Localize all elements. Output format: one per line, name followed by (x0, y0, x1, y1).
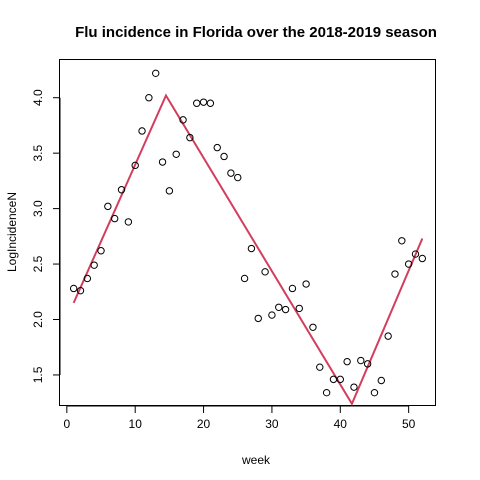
data-point (213, 143, 221, 152)
x-tick-label: 20 (197, 417, 211, 431)
data-point (247, 244, 256, 253)
data-point (281, 305, 290, 314)
data-point (104, 202, 112, 211)
data-point (97, 247, 105, 255)
data-point (131, 161, 139, 170)
fit-line-path (72, 93, 424, 406)
fit-line (72, 93, 424, 406)
data-point (377, 376, 386, 385)
data-point (268, 311, 276, 319)
data-point (76, 286, 85, 295)
data-point (261, 268, 269, 276)
data-point (411, 250, 420, 258)
data-point (117, 186, 126, 194)
data-point (295, 304, 303, 313)
data-point (69, 284, 78, 293)
data-point (227, 169, 235, 177)
data-point (152, 69, 160, 78)
data-point (302, 280, 310, 288)
data-point (165, 187, 174, 195)
data-point (336, 375, 344, 384)
x-tick-label: 30 (265, 417, 279, 431)
data-point (363, 360, 372, 368)
y-tick-label: 3.5 (31, 144, 45, 161)
x-tick-label: 40 (334, 417, 348, 431)
data-point (288, 284, 297, 293)
data-point (322, 388, 331, 397)
data-point (193, 99, 201, 107)
data-point (384, 332, 392, 340)
data-point (138, 127, 146, 135)
data-point (254, 314, 262, 323)
data-point (329, 375, 338, 384)
data-point (391, 270, 399, 278)
data-point (370, 388, 379, 397)
y-tick-label: 2.5 (31, 255, 45, 272)
data-point (316, 363, 324, 371)
data-point (350, 383, 358, 391)
data-point (234, 173, 242, 182)
data-point (309, 323, 317, 331)
data-point (179, 116, 187, 124)
data-point (158, 158, 167, 166)
x-tick-label: 50 (402, 417, 416, 431)
data-point (206, 99, 215, 107)
chart-title: Flu incidence in Florida over the 2018-2… (75, 24, 437, 41)
data-point (343, 357, 351, 366)
data-point (172, 150, 180, 158)
data-point (110, 214, 119, 223)
data-point (357, 356, 365, 365)
data-point (418, 254, 427, 263)
data-point (124, 218, 133, 226)
data-point (398, 237, 406, 245)
data-point (404, 260, 413, 268)
data-point (83, 274, 92, 283)
data-point (90, 261, 98, 269)
x-axis: 0 10 20 30 40 50 (63, 405, 416, 431)
y-axis-label: LogIncidenceN (5, 192, 19, 272)
data-point (220, 152, 228, 161)
x-tick-label: 10 (129, 417, 143, 431)
data-point (240, 274, 249, 283)
y-tick-label: 3.0 (31, 200, 45, 217)
y-tick-label: 1.5 (31, 366, 45, 383)
y-tick-label: 2.0 (31, 311, 45, 328)
y-axis: 1.5 2.0 2.5 3.0 3.5 4.0 (31, 89, 61, 383)
data-points (69, 69, 427, 397)
x-tick-label: 0 (63, 417, 70, 431)
x-axis-label: week (241, 453, 271, 467)
data-point (275, 303, 283, 312)
data-point (199, 98, 208, 106)
data-point (186, 133, 194, 142)
data-point (145, 94, 153, 102)
y-tick-label: 4.0 (31, 89, 45, 106)
